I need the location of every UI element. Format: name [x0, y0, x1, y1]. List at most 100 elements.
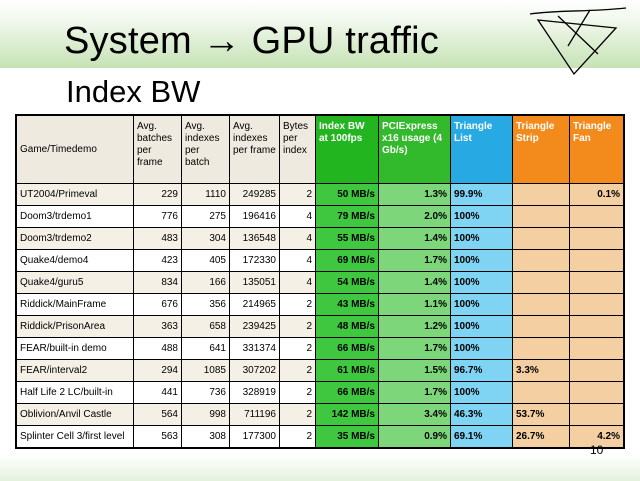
cell-indexes-per-batch: 405 — [181, 249, 230, 272]
cell-triangle-fan — [569, 381, 624, 404]
cell-indexes-per-batch: 304 — [181, 227, 230, 250]
cell-pcie-usage: 1.4% — [378, 271, 451, 294]
cell-index-bw: 43 MB/s — [315, 293, 379, 316]
cell-indexes-per-frame: 331374 — [229, 337, 280, 360]
cell-game-name: Half Life 2 LC/built-in — [16, 381, 134, 404]
cell-indexes-per-batch: 1110 — [181, 183, 230, 206]
cell-triangle-fan: 0.1% — [569, 183, 624, 206]
cell-game-name: Oblivion/Anvil Castle — [16, 403, 134, 426]
cell-triangle-list: 69.1% — [450, 425, 513, 448]
cell-triangle-strip: 3.3% — [512, 359, 570, 382]
cell-batches-per-frame: 363 — [133, 315, 182, 338]
table-row: Doom3/trdemo1 776 275 196416 4 79 MB/s 2.0% 100… — [16, 205, 624, 228]
cell-triangle-fan — [569, 337, 624, 360]
cell-bytes-per-index: 2 — [279, 359, 316, 382]
cell-triangle-strip — [512, 227, 570, 250]
cell-triangle-list: 96.7% — [450, 359, 513, 382]
cell-pcie-usage: 2.0% — [378, 205, 451, 228]
cell-triangle-strip — [512, 183, 570, 206]
cell-bytes-per-index: 4 — [279, 249, 316, 272]
cell-triangle-list: 99.9% — [450, 183, 513, 206]
cell-game-name: Riddick/MainFrame — [16, 293, 134, 316]
cell-indexes-per-frame: 249285 — [229, 183, 280, 206]
cell-triangle-list: 100% — [450, 381, 513, 404]
col-header-triangle-fan: Triangle Fan — [569, 115, 624, 184]
cell-pcie-usage: 1.3% — [378, 183, 451, 206]
cell-indexes-per-frame: 239425 — [229, 315, 280, 338]
cell-index-bw: 66 MB/s — [315, 381, 379, 404]
cell-game-name: Doom3/trdemo1 — [16, 205, 134, 228]
cell-bytes-per-index: 4 — [279, 271, 316, 294]
cell-indexes-per-frame: 307202 — [229, 359, 280, 382]
cell-index-bw: 79 MB/s — [315, 205, 379, 228]
cell-triangle-fan — [569, 271, 624, 294]
cell-indexes-per-batch: 166 — [181, 271, 230, 294]
cell-triangle-list: 100% — [450, 227, 513, 250]
cell-index-bw: 61 MB/s — [315, 359, 379, 382]
cell-pcie-usage: 3.4% — [378, 403, 451, 426]
cell-index-bw: 48 MB/s — [315, 315, 379, 338]
slide-title: System → GPU traffic — [64, 20, 439, 62]
cell-pcie-usage: 1.5% — [378, 359, 451, 382]
cell-batches-per-frame: 229 — [133, 183, 182, 206]
cell-triangle-fan — [569, 315, 624, 338]
table-row: UT2004/Primeval 229 1110 249285 2 50 MB/s 1.3%… — [16, 183, 624, 206]
cell-batches-per-frame: 488 — [133, 337, 182, 360]
cell-batches-per-frame: 776 — [133, 205, 182, 228]
cell-triangle-list: 100% — [450, 271, 513, 294]
slide-subtitle: Index BW — [66, 74, 201, 109]
cell-indexes-per-batch: 356 — [181, 293, 230, 316]
cell-batches-per-frame: 564 — [133, 403, 182, 426]
cell-game-name: Quake4/guru5 — [16, 271, 134, 294]
cell-indexes-per-batch: 658 — [181, 315, 230, 338]
table-row: Riddick/MainFrame 676 356 214965 2 43 MB/s 1.1… — [16, 293, 624, 316]
cell-indexes-per-batch: 998 — [181, 403, 230, 426]
cell-bytes-per-index: 2 — [279, 381, 316, 404]
cell-game-name: FEAR/interval2 — [16, 359, 134, 382]
col-header-triangle-strip: Triangle Strip — [512, 115, 570, 184]
cell-game-name: UT2004/Primeval — [16, 183, 134, 206]
cell-bytes-per-index: 2 — [279, 403, 316, 426]
footer-band — [0, 454, 640, 481]
cell-pcie-usage: 1.7% — [378, 337, 451, 360]
cell-triangle-strip: 53.7% — [512, 403, 570, 426]
cell-index-bw: 142 MB/s — [315, 403, 379, 426]
cell-pcie-usage: 1.4% — [378, 227, 451, 250]
cell-triangle-strip — [512, 315, 570, 338]
col-header-game: Game/Timedemo — [16, 115, 134, 184]
cell-indexes-per-frame: 214965 — [229, 293, 280, 316]
cell-pcie-usage: 1.7% — [378, 381, 451, 404]
table-row: Quake4/guru5 834 166 135051 4 54 MB/s 1.4% 100% — [16, 271, 624, 294]
table-row: Doom3/trdemo2 483 304 136548 4 55 MB/s 1.4% 100… — [16, 227, 624, 250]
table-row: FEAR/built-in demo 488 641 331374 2 66 MB/s 1.… — [16, 337, 624, 360]
cell-bytes-per-index: 2 — [279, 315, 316, 338]
cell-triangle-fan — [569, 293, 624, 316]
table-row: Riddick/PrisonArea 363 658 239425 2 48 MB/s 1.… — [16, 315, 624, 338]
table-header-row: Game/Timedemo Avg. batches per frame Avg… — [16, 115, 624, 184]
cell-triangle-list: 100% — [450, 337, 513, 360]
cell-indexes-per-frame: 196416 — [229, 205, 280, 228]
cell-triangle-strip — [512, 293, 570, 316]
cell-indexes-per-batch: 275 — [181, 205, 230, 228]
table-row: Half Life 2 LC/built-in 441 736 328919 2 66 M… — [16, 381, 624, 404]
cell-triangle-strip — [512, 337, 570, 360]
cell-indexes-per-frame: 172330 — [229, 249, 280, 272]
col-header-batches: Avg. batches per frame — [133, 115, 182, 184]
cell-triangle-fan — [569, 205, 624, 228]
cell-pcie-usage: 0.9% — [378, 425, 451, 448]
cell-game-name: FEAR/built-in demo — [16, 337, 134, 360]
cell-triangle-strip: 26.7% — [512, 425, 570, 448]
cell-game-name: Riddick/PrisonArea — [16, 315, 134, 338]
cell-triangle-strip — [512, 271, 570, 294]
col-header-indexes-frame: Avg. indexes per frame — [229, 115, 280, 184]
cell-indexes-per-frame: 136548 — [229, 227, 280, 250]
cell-batches-per-frame: 676 — [133, 293, 182, 316]
cell-index-bw: 35 MB/s — [315, 425, 379, 448]
cell-triangle-fan — [569, 227, 624, 250]
cell-bytes-per-index: 4 — [279, 227, 316, 250]
cell-batches-per-frame: 294 — [133, 359, 182, 382]
cell-batches-per-frame: 423 — [133, 249, 182, 272]
cell-index-bw: 55 MB/s — [315, 227, 379, 250]
logo-icon — [529, 7, 627, 76]
cell-triangle-strip — [512, 205, 570, 228]
